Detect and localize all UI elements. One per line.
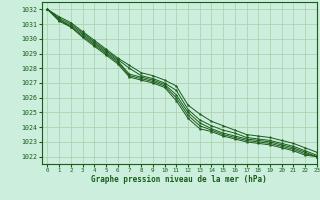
X-axis label: Graphe pression niveau de la mer (hPa): Graphe pression niveau de la mer (hPa) — [91, 175, 267, 184]
